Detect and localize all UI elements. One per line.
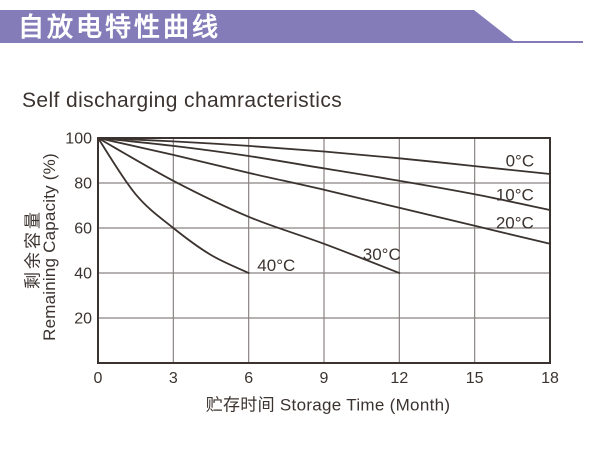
x-tick-label: 18 — [541, 370, 559, 387]
chart-title: Self discharging chamracteristics — [22, 89, 343, 112]
x-tick-label: 12 — [390, 370, 408, 387]
curve-30c — [97, 137, 401, 274]
curve-label-30c: 30°C — [363, 245, 401, 264]
header-banner — [0, 10, 516, 43]
curve-label-10c: 10°C — [496, 185, 534, 204]
curve-labels: 0°C 10°C 20°C 30°C 40°C — [257, 152, 534, 276]
curve-20c — [97, 137, 551, 245]
curve-40c — [97, 137, 250, 274]
x-tick-label: 9 — [320, 370, 329, 387]
curves — [97, 137, 551, 274]
curve-0c — [97, 137, 551, 175]
curve-label-0c: 0°C — [506, 152, 535, 171]
header-title: 自放电特性曲线 — [18, 12, 222, 42]
y-tick-label: 40 — [74, 266, 92, 283]
header-underline — [512, 40, 583, 43]
x-tick-labels: 0 3 6 9 12 15 18 — [94, 370, 559, 387]
y-axis-title-english: Remaining Capacity (%) — [40, 153, 59, 341]
x-tick-label: 3 — [169, 370, 178, 387]
y-tick-label: 20 — [74, 311, 92, 328]
x-tick-label: 15 — [466, 370, 484, 387]
x-tick-label: 6 — [244, 370, 253, 387]
y-tick-label: 100 — [65, 131, 92, 148]
plot-border — [97, 137, 551, 364]
y-tick-label: 80 — [74, 176, 92, 193]
curve-10c — [97, 137, 551, 211]
curve-label-40c: 40°C — [257, 256, 295, 275]
y-tick-labels: 100 80 60 40 20 — [65, 131, 92, 328]
x-tick-label: 0 — [94, 370, 103, 387]
grid-lines — [98, 138, 550, 363]
y-tick-label: 60 — [74, 221, 92, 238]
curve-label-20c: 20°C — [496, 213, 534, 232]
x-axis-title: 贮存时间 Storage Time (Month) — [205, 395, 451, 415]
